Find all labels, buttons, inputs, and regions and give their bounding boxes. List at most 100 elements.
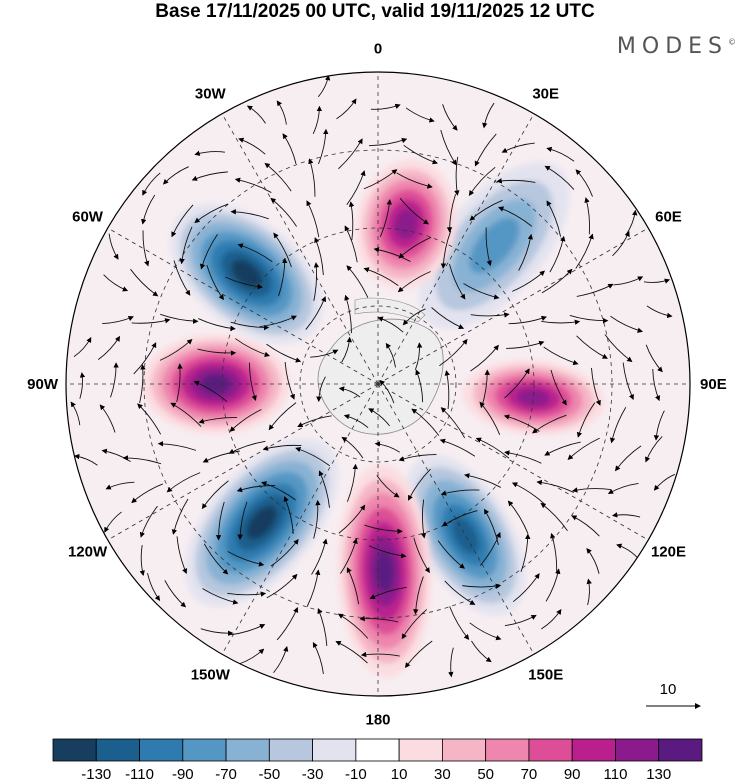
wind-arrow — [622, 362, 634, 401]
wind-arrow — [374, 441, 400, 453]
colorbar-swatch — [485, 738, 530, 762]
reference-vector-label: 10 — [660, 681, 677, 698]
wind-arrow — [176, 536, 188, 575]
wind-arrow — [227, 591, 267, 597]
wind-arrow — [276, 100, 287, 125]
wind-arrow — [470, 312, 510, 318]
colorbar-tick-label: 110 — [604, 766, 628, 783]
wind-arrow — [312, 641, 324, 675]
wind-arrow — [338, 386, 361, 398]
wind-arrow — [643, 278, 671, 284]
wind-arrow — [318, 128, 329, 165]
wind-arrow — [171, 498, 189, 535]
wind-arrow — [142, 172, 161, 196]
wind-arrow — [440, 407, 466, 439]
wind-arrow — [276, 607, 299, 641]
wind-arrow — [202, 588, 239, 605]
wind-arrow — [404, 640, 433, 669]
wind-arrow — [449, 606, 470, 640]
wind-arrow — [572, 487, 611, 493]
wind-arrow — [282, 133, 297, 164]
wind-arrow — [206, 265, 224, 301]
longitude-label: 150E — [528, 666, 563, 683]
wind-arrow — [397, 271, 431, 293]
meridian-line — [107, 227, 379, 385]
longitude-label: 150W — [191, 666, 231, 683]
wind-arrow — [604, 334, 633, 362]
wind-arrow — [569, 314, 609, 324]
wind-arrow — [236, 485, 276, 493]
wind-arrow — [584, 197, 591, 235]
wind-arrow — [99, 404, 116, 433]
wind-arrow — [225, 276, 263, 290]
wind-arrow — [317, 608, 328, 646]
wind-arrow — [373, 247, 411, 262]
wind-arrow — [336, 98, 357, 120]
wind-arrow — [504, 368, 530, 399]
wind-arrow — [463, 283, 500, 300]
wind-arrow — [227, 551, 265, 567]
colorbar-swatch — [571, 738, 616, 762]
wind-arrow — [405, 107, 435, 123]
wind-arrow — [198, 417, 238, 424]
colorbar-swatch — [52, 738, 97, 762]
wind-arrow — [344, 225, 358, 263]
wind-arrow — [348, 201, 355, 241]
wind-arrow — [498, 206, 533, 227]
wind-arrow — [139, 505, 158, 538]
colorbar-swatch — [658, 738, 703, 762]
wind-arrow — [278, 257, 288, 297]
wind-arrow — [197, 348, 237, 356]
wind-arrow — [439, 338, 468, 367]
wind-arrow — [239, 648, 265, 665]
wind-arrow — [230, 624, 266, 636]
wind-arrow — [306, 569, 321, 607]
colorbar-swatch — [355, 738, 400, 762]
brand-name: MODES — [616, 34, 728, 59]
wind-arrow — [368, 408, 390, 427]
meridian-line — [377, 383, 649, 541]
wind-arrow — [413, 576, 424, 615]
wind-arrow — [446, 194, 456, 233]
wind-arrow — [270, 538, 299, 567]
wind-arrow — [238, 137, 266, 155]
wind-arrow — [545, 568, 561, 602]
wind-arrow — [314, 237, 324, 276]
wind-arrow — [102, 316, 134, 324]
wind-arrow — [462, 583, 502, 589]
colorbar-tick-label: -110 — [125, 766, 154, 783]
wind-arrow — [104, 511, 122, 533]
wind-arrow — [343, 414, 369, 429]
wind-arrow — [399, 197, 429, 225]
colorbar-swatch — [398, 738, 443, 762]
wind-arrow — [130, 268, 159, 297]
wind-arrow — [363, 267, 399, 286]
graticule — [66, 72, 690, 696]
wind-arrow — [273, 646, 289, 673]
longitude-label: 120W — [68, 544, 108, 561]
wind-arrow — [316, 376, 326, 403]
wind-arrow — [508, 315, 547, 325]
wind-arrow — [485, 227, 492, 267]
wind-arrow — [137, 403, 162, 435]
wind-arrow — [103, 274, 129, 292]
wind-arrow — [567, 437, 600, 460]
wind-arrow — [199, 233, 218, 270]
wind-arrow — [266, 343, 302, 363]
wind-arrow — [550, 369, 567, 406]
longitude-label: 0 — [374, 41, 382, 58]
wind-arrow — [440, 129, 457, 166]
wind-arrow — [479, 401, 501, 435]
wind-arrow — [504, 450, 542, 464]
longitude-label: 60W — [72, 208, 104, 225]
wind-arrow — [159, 338, 193, 361]
wind-arrow — [341, 336, 353, 363]
wind-arrow — [536, 479, 575, 493]
wind-arrow — [318, 470, 330, 508]
wind-arrow — [449, 263, 466, 300]
wind-arrow — [73, 453, 98, 466]
wind-arrow — [550, 532, 558, 572]
wind-arrow — [475, 437, 510, 459]
wind-arrow — [610, 315, 644, 333]
